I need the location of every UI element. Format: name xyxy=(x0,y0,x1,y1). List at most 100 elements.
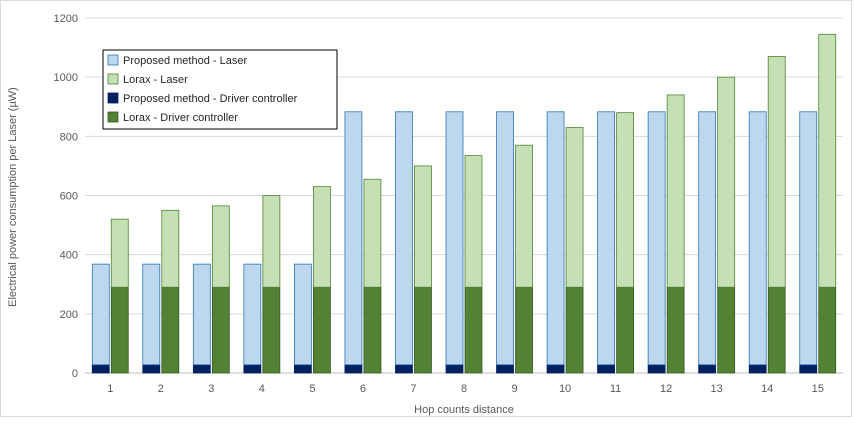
x-tick-label: 15 xyxy=(812,383,824,395)
bar-segment xyxy=(293,364,312,374)
x-axis-ticks: 1 2 3 4 5 6 7 8 9 10 11 12 13 14 15 xyxy=(107,383,824,395)
y-axis-ticks: 0 200 400 600 800 1000 1200 xyxy=(54,13,78,380)
x-tick-label: 9 xyxy=(511,383,517,395)
bar-segment xyxy=(597,364,615,374)
bar-segment xyxy=(161,209,180,288)
legend-swatch xyxy=(107,92,119,104)
bar-segment xyxy=(293,263,312,366)
y-tick-label: 1000 xyxy=(54,72,78,84)
bar-segment xyxy=(616,286,634,374)
y-tick-label: 800 xyxy=(60,131,78,143)
bar-segment xyxy=(464,155,483,288)
bar-segment xyxy=(546,111,565,366)
legend-item: Lorax - Laser xyxy=(107,73,188,86)
x-tick-label: 12 xyxy=(660,383,672,395)
bar-segment xyxy=(767,56,786,288)
bar-segment xyxy=(414,286,432,374)
legend-label: Lorax - Laser xyxy=(123,74,188,86)
bar-segment xyxy=(698,364,717,374)
bar-segment xyxy=(496,111,514,366)
legend-item: Lorax - Driver controller xyxy=(107,111,238,124)
bar-segment xyxy=(546,364,565,374)
bar-segment xyxy=(91,263,110,366)
bar-segment xyxy=(110,286,129,374)
bar-segment xyxy=(91,364,110,374)
x-tick-label: 4 xyxy=(259,383,265,395)
bar-segment xyxy=(161,286,180,374)
y-tick-label: 600 xyxy=(60,191,78,203)
bar-segment xyxy=(211,286,230,374)
x-tick-label: 6 xyxy=(360,383,366,395)
bars xyxy=(91,33,837,374)
bar-segment xyxy=(565,286,584,374)
bar-segment xyxy=(110,218,129,288)
bar-segment xyxy=(445,364,464,374)
legend-label: Proposed method - Driver controller xyxy=(123,93,298,105)
bar-segment xyxy=(192,364,211,374)
bar-segment xyxy=(818,286,837,374)
bar-segment xyxy=(616,112,634,288)
x-tick-label: 13 xyxy=(711,383,723,395)
legend-label: Lorax - Driver controller xyxy=(123,112,238,124)
bar-segment xyxy=(717,76,736,288)
legend: Proposed method - Laser Lorax - Laser Pr… xyxy=(102,49,338,130)
legend-box xyxy=(102,49,338,130)
x-tick-label: 14 xyxy=(761,383,773,395)
bar-segment xyxy=(142,263,161,366)
x-tick-label: 10 xyxy=(559,383,571,395)
y-tick-label: 1200 xyxy=(54,13,78,25)
x-tick-label: 8 xyxy=(461,383,467,395)
bar-segment xyxy=(344,111,363,366)
bar-segment xyxy=(565,127,584,288)
bar-segment xyxy=(464,286,483,374)
bar-segment xyxy=(395,111,413,366)
bar-segment xyxy=(799,111,818,366)
bar-segment xyxy=(363,286,382,374)
bar-segment xyxy=(597,111,615,366)
bar-segment xyxy=(243,263,262,366)
legend-swatch xyxy=(107,73,119,85)
bar-segment xyxy=(312,286,331,374)
legend-swatch xyxy=(107,54,119,66)
bar-segment xyxy=(262,195,281,288)
bar-segment xyxy=(262,286,281,374)
bar-segment xyxy=(717,286,736,374)
x-tick-label: 7 xyxy=(410,383,416,395)
bar-segment xyxy=(666,94,685,288)
bar-segment xyxy=(243,364,262,374)
x-tick-label: 11 xyxy=(610,383,621,395)
x-tick-label: 1 xyxy=(107,383,113,395)
bar-segment xyxy=(496,364,514,374)
legend-item: Proposed method - Laser xyxy=(107,54,247,67)
x-tick-label: 3 xyxy=(208,383,214,395)
bar-segment xyxy=(395,364,413,374)
bar-segment xyxy=(344,364,363,374)
bar-segment xyxy=(363,178,382,288)
y-tick-label: 400 xyxy=(60,250,78,262)
bar-segment xyxy=(142,364,161,374)
bar-segment xyxy=(748,364,767,374)
legend-label: Proposed method - Laser xyxy=(123,55,247,67)
y-tick-label: 200 xyxy=(60,309,78,321)
y-tick-label: 0 xyxy=(72,368,78,380)
bar-segment xyxy=(192,263,211,366)
bar-segment xyxy=(647,111,666,366)
bar-segment xyxy=(818,33,837,288)
bar-segment xyxy=(515,144,533,288)
bar-segment xyxy=(799,364,818,374)
x-tick-label: 2 xyxy=(158,383,164,395)
bar-segment xyxy=(414,165,432,288)
bar-segment xyxy=(767,286,786,374)
bar-segment xyxy=(312,186,331,288)
y-axis-title: Electrical power consumption per Laser (… xyxy=(7,87,19,307)
bar-segment xyxy=(748,111,767,366)
legend-swatch xyxy=(107,111,119,123)
bar-segment xyxy=(666,286,685,374)
bar-segment xyxy=(647,364,666,374)
legend-item: Proposed method - Driver controller xyxy=(107,92,298,105)
bar-segment xyxy=(445,111,464,366)
bar-segment xyxy=(515,286,533,374)
bar-segment xyxy=(211,205,230,288)
